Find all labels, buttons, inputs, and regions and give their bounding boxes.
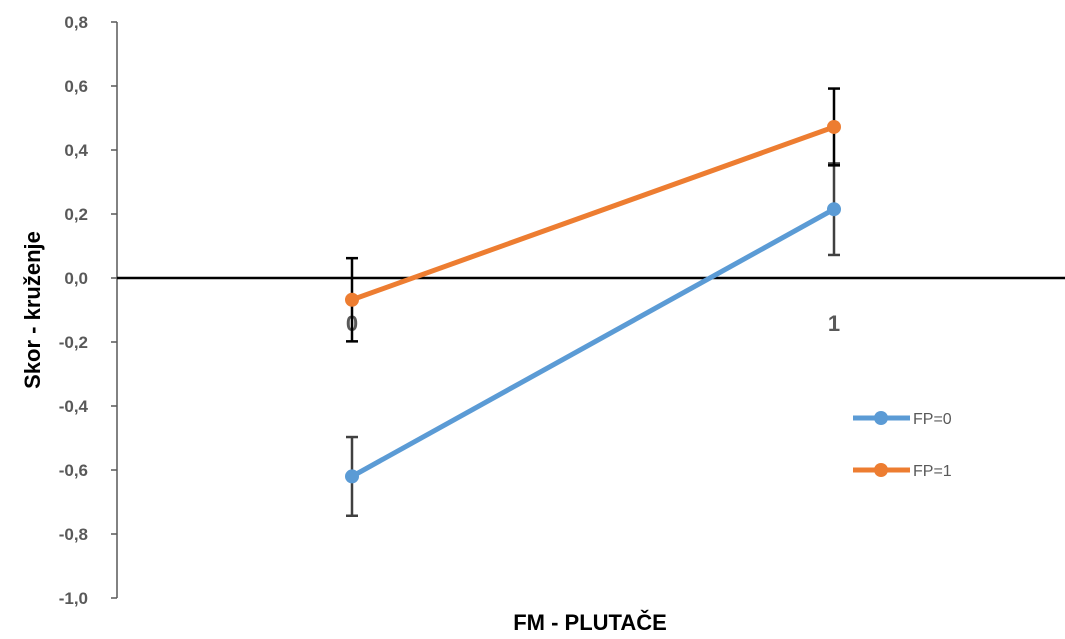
legend-item: FP=1	[853, 463, 952, 480]
y-tick-label: -0,8	[59, 525, 88, 544]
data-point	[345, 469, 359, 484]
y-tick-label: 0,0	[64, 269, 88, 288]
legend-swatch-marker	[874, 463, 888, 477]
legend-item: FP=0	[853, 411, 952, 428]
series-0	[345, 162, 841, 518]
y-tick-label: -0,2	[59, 333, 88, 352]
data-point	[827, 202, 841, 217]
y-tick-label: -0,6	[59, 461, 88, 480]
series	[345, 87, 841, 518]
y-axis-title: Skor - kruženje	[20, 231, 45, 389]
legend-swatch-marker	[874, 411, 888, 425]
y-tick-label: 0,2	[64, 205, 88, 224]
series-1	[345, 87, 841, 343]
series-line	[350, 207, 836, 479]
y-tick-label: 0,8	[64, 13, 88, 32]
y-tick-label: -0,4	[59, 397, 89, 416]
data-point	[345, 292, 359, 307]
y-tick-label: -1,0	[59, 589, 88, 608]
x-axis-title: FM - PLUTAČE	[513, 610, 667, 635]
y-axis	[111, 21, 118, 599]
y-tick-label: 0,4	[64, 141, 88, 160]
legend: FP=0 FP=1	[853, 411, 952, 480]
y-tick-labels: -1,0 -0,8 -0,6 -0,4 -0,2 0,0 0,2 0,4 0,6 0,8	[59, 13, 89, 608]
legend-label: FP=1	[913, 463, 952, 480]
series-line	[351, 124, 835, 303]
legend-label: FP=0	[913, 411, 952, 428]
x-tick-labels: 01	[346, 311, 840, 336]
x-tick-label: 1	[828, 311, 840, 336]
data-point	[827, 119, 841, 134]
y-tick-label: 0,6	[64, 77, 88, 96]
